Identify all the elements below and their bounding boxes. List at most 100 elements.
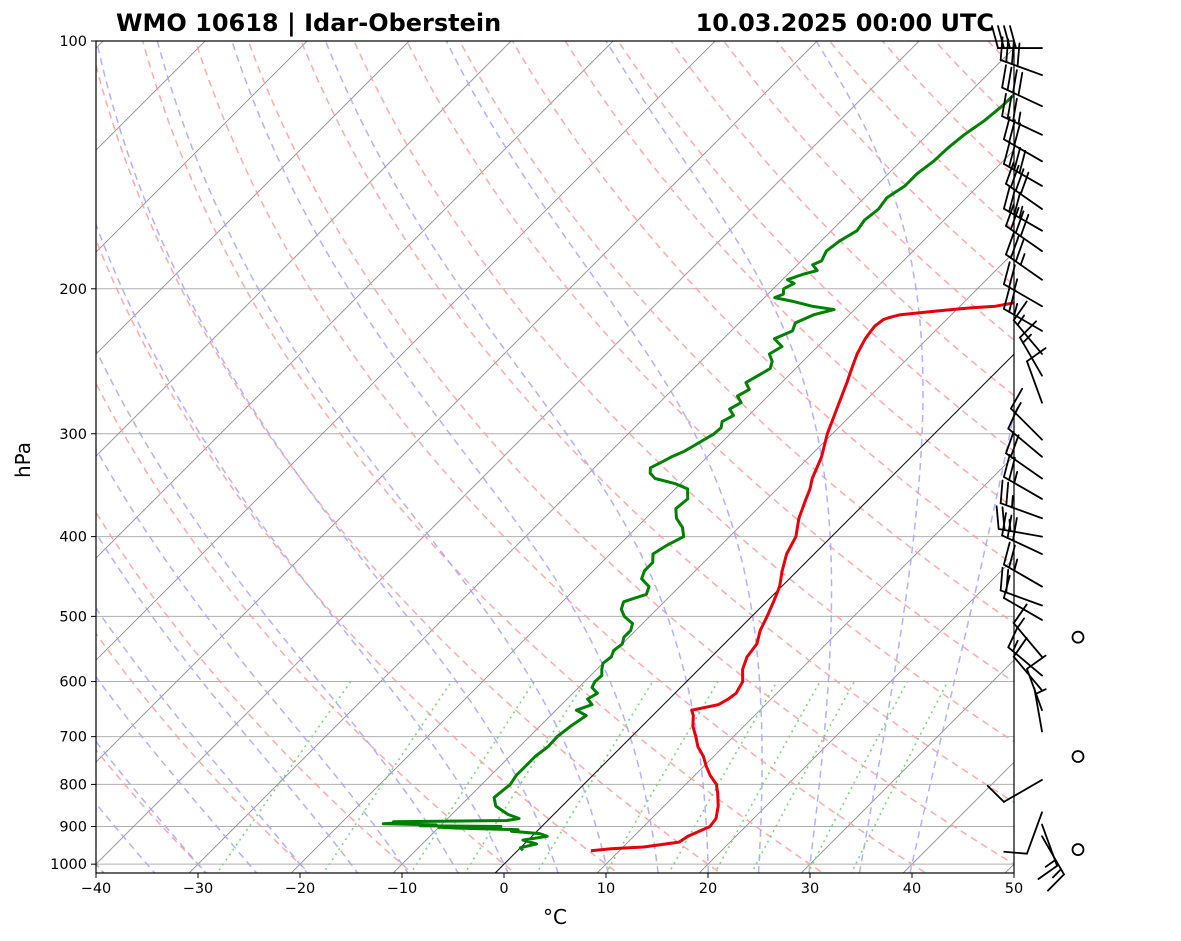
wind-barb-half-feather: [1013, 302, 1019, 316]
wind-barb-staff: [1002, 283, 1043, 308]
moist-adiabat: [815, 41, 924, 873]
mixing-ratio-line: [464, 681, 586, 873]
x-tick-label: 30: [801, 881, 819, 897]
wind-barb-feather: [1012, 97, 1018, 123]
moist-adiabat: [156, 41, 609, 873]
wind-barb-feather: [991, 25, 999, 49]
plot-frame: [95, 40, 1015, 874]
wind-barb-feather: [1019, 320, 1037, 339]
wind-barb-feather: [1012, 603, 1028, 625]
dry-adiabat: [406, 41, 1014, 683]
isotherm-line: [96, 41, 512, 457]
y-tick-label: 100: [59, 34, 87, 50]
isotherm-line: [290, 149, 1014, 873]
wind-barb: [1005, 232, 1043, 281]
y-axis-label: hPa: [11, 442, 35, 478]
mixing-ratio-line: [750, 681, 856, 873]
wind-barb: [995, 505, 1043, 538]
dry-adiabat: [511, 41, 1014, 567]
moist-adiabat: [324, 41, 710, 873]
moist-adiabat: [96, 675, 258, 873]
wind-barb-staff: [1026, 360, 1043, 404]
wind-barb-staff: [1041, 823, 1058, 867]
calm-wind-circle: [1071, 630, 1085, 644]
wind-barb-feather: [1019, 171, 1030, 196]
wind-barb: [1002, 453, 1043, 500]
wind-barb-feather: [1047, 873, 1065, 892]
wind-barb-staff: [1001, 86, 1043, 108]
wind-barb-feather: [1037, 864, 1058, 880]
wind-barb-feather: [1002, 116, 1011, 141]
moist-adiabat: [96, 802, 156, 873]
wind-barb-feather: [1017, 71, 1024, 97]
dry-adiabat: [458, 41, 1014, 624]
calm-wind-circle: [1071, 843, 1085, 856]
dewpoint-profile-line: [381, 92, 1014, 852]
mixing-ratio-line: [850, 681, 949, 873]
wind-barb-feather: [1014, 239, 1025, 263]
chart-title-station: WMO 10618 | Idar-Oberstein: [116, 9, 501, 37]
x-tick-label: −30: [183, 881, 214, 897]
wind-barb-feather: [995, 505, 1000, 530]
wind-barb-staff: [1002, 207, 1043, 232]
wind-barb-half-feather: [1011, 495, 1014, 509]
wind-barb-half-feather: [1018, 205, 1024, 219]
wind-barb-staff: [997, 528, 1043, 538]
wind-barb: [1005, 161, 1043, 210]
wind-barb-staff: [1002, 779, 1043, 803]
wind-barb-half-feather: [1044, 859, 1056, 868]
wind-barbs: [986, 25, 1085, 892]
wind-barb: [1037, 823, 1058, 880]
x-tick-label: −10: [387, 881, 418, 897]
wind-barb-feather: [1008, 144, 1016, 168]
wind-barb: [1019, 320, 1043, 377]
calm-wind-circle: [1071, 750, 1085, 763]
wind-barb-feather: [1002, 261, 1011, 286]
dry-adiabat: [96, 511, 414, 873]
wind-barb-feather: [999, 479, 1004, 505]
wind-barb-feather: [1001, 64, 1007, 89]
wind-barb-feather: [1008, 544, 1016, 569]
isotherm-line: [96, 41, 308, 253]
wind-barb-staff: [1007, 427, 1043, 458]
y-tick-label: 600: [59, 675, 87, 691]
x-axis-ticks: −40 −30 −20 −10 0 10 20 30 40 50: [81, 873, 1023, 897]
wind-barb-feather: [1019, 213, 1030, 238]
x-tick-label: −40: [81, 881, 112, 897]
wind-barb-half-feather: [1011, 639, 1019, 653]
wind-barb: [1001, 512, 1043, 555]
x-tick-label: −20: [285, 881, 316, 897]
wind-barb-staff: [1019, 336, 1043, 377]
wind-barb-feather: [1006, 66, 1013, 92]
y-tick-label: 1000: [50, 857, 87, 873]
wind-barb-feather: [1008, 288, 1016, 313]
wind-barb: [1002, 285, 1043, 332]
moist-adiabat: [605, 41, 833, 873]
wind-barb-staff: [1009, 407, 1043, 441]
isotherm-line: [596, 455, 1014, 873]
x-tick-label: 40: [903, 881, 921, 897]
wind-barb-staff: [1002, 476, 1043, 500]
wind-barb-feather: [1013, 147, 1021, 171]
wind-barb-feather: [1005, 203, 1015, 227]
moist-adiabat: [445, 41, 763, 873]
zero-degree-isotherm: [494, 353, 1014, 873]
wind-barb: [1012, 300, 1043, 355]
wind-barb-feather: [1013, 122, 1021, 147]
wind-barb-feather: [1009, 164, 1020, 189]
wind-barb: [1005, 430, 1043, 480]
isotherm-line: [96, 41, 920, 865]
x-tick-label: 20: [699, 881, 717, 897]
y-tick-label: 800: [59, 777, 87, 793]
wind-barb-half-feather: [1034, 688, 1047, 695]
dry-adiabat: [247, 41, 1014, 866]
wind-barb-half-feather: [1013, 558, 1019, 572]
mixing-ratio-line: [714, 681, 821, 873]
wind-barb-half-feather: [1016, 617, 1025, 629]
isotherm-line: [96, 41, 410, 355]
wind-barb-feather: [1002, 541, 1011, 566]
wind-barb: [1002, 541, 1043, 588]
wind-barb-half-feather: [1019, 253, 1026, 266]
wind-barb-feather: [1003, 25, 1011, 49]
wind-barb-staff: [1001, 534, 1043, 555]
